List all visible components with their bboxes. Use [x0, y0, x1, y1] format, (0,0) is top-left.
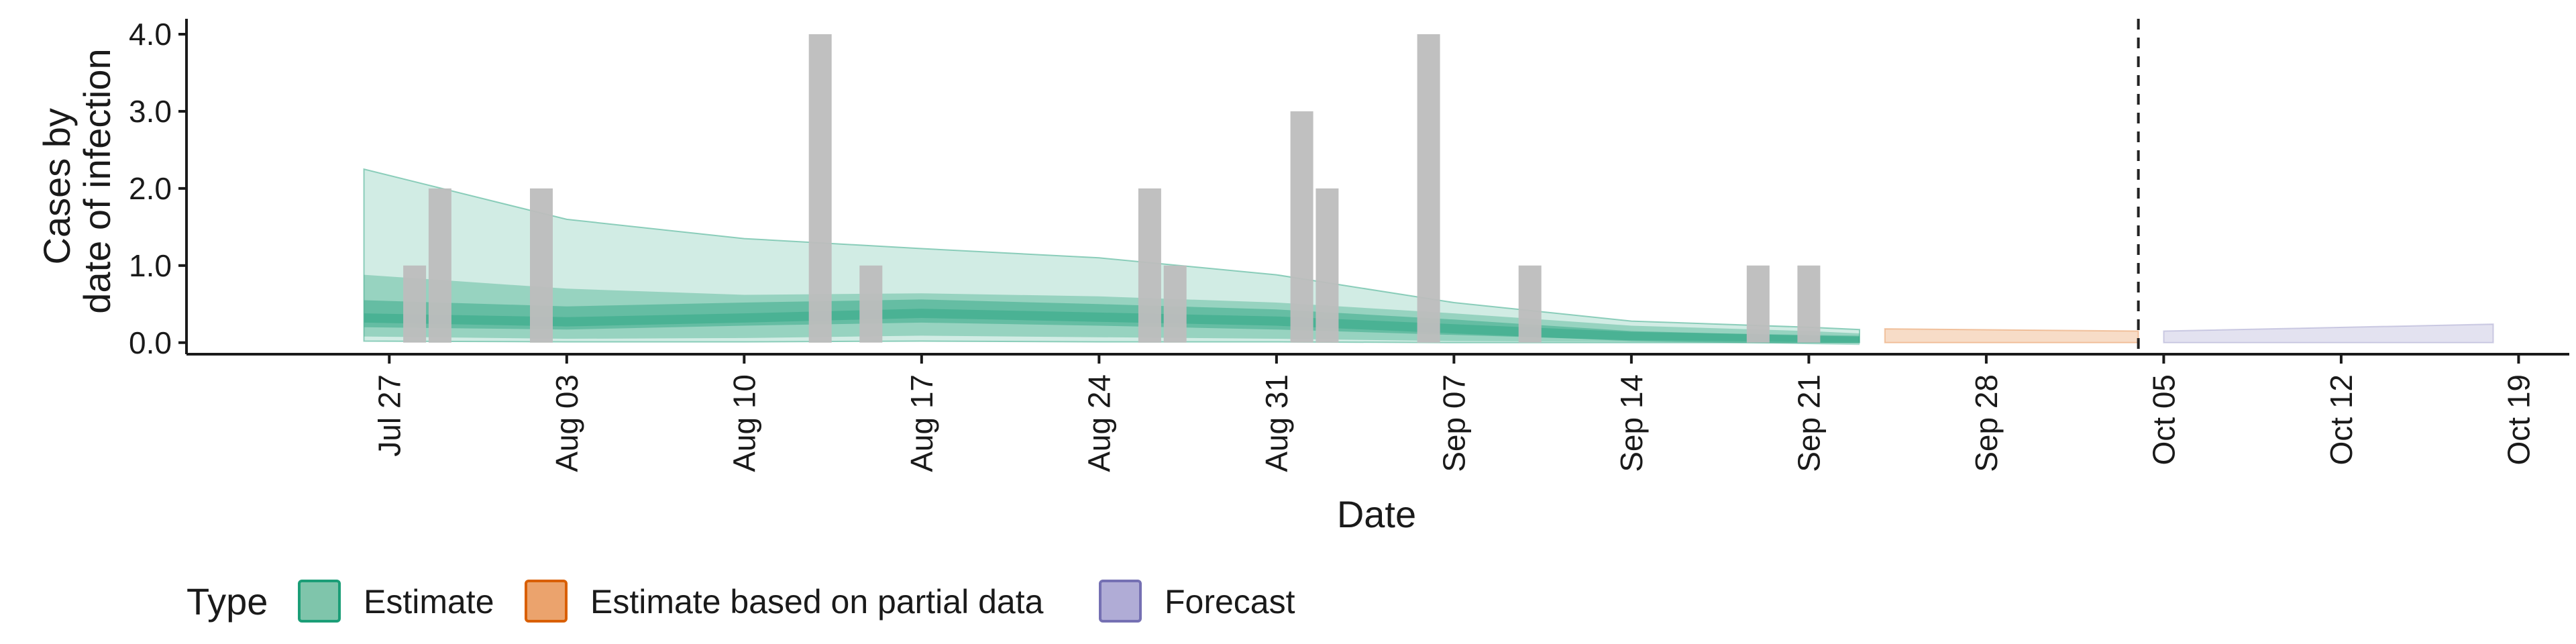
estimate-50-band [364, 299, 1860, 342]
case-bar [428, 188, 451, 343]
case-bar [1518, 265, 1542, 343]
x-tick-label: Oct 12 [2324, 374, 2359, 466]
case-bar [530, 188, 553, 343]
estimate-90-band [364, 274, 1860, 343]
case-bar [1316, 188, 1339, 343]
y-axis-ticks: 0.0 1.0 2.0 3.0 4.0 [129, 17, 186, 360]
legend-label: Estimate based on partial data [590, 583, 1044, 621]
x-tick-label: Oct 19 [2501, 374, 2536, 466]
estimate-bands [363, 168, 2494, 345]
estimate-median-band [364, 309, 1860, 345]
y-tick-label: 2.0 [129, 171, 172, 206]
x-axis-title: Date [1337, 493, 1416, 535]
x-tick-label: Sep 21 [1791, 374, 1826, 472]
x-tick-label: Aug 17 [904, 374, 939, 472]
legend-swatch [525, 580, 568, 623]
legend-swatch [298, 580, 341, 623]
y-tick-label: 3.0 [129, 94, 172, 129]
case-bar [808, 34, 832, 343]
case-bar [1417, 34, 1440, 343]
case-bar [1138, 188, 1161, 343]
y-axis-title-line-1: Cases by [36, 108, 78, 264]
x-tick-label: Aug 10 [727, 374, 761, 472]
y-tick-label: 0.0 [129, 325, 172, 360]
observed-case-bars [403, 34, 1821, 343]
y-tick-label: 4.0 [129, 17, 172, 52]
x-tick-label: Aug 31 [1259, 374, 1294, 472]
x-tick-label: Sep 07 [1436, 374, 1471, 472]
case-bar [403, 265, 427, 343]
legend-item: Estimate [298, 580, 494, 623]
axes: 0.0 1.0 2.0 3.0 4.0 Jul 27 Aug 03 Aug 10 Aug 17… [129, 17, 2569, 472]
legend: Type Estimate Estimate based on partial d… [186, 580, 1295, 623]
case-bar [1290, 111, 1313, 343]
legend-item: Forecast [1099, 580, 1295, 623]
x-tick-label: Sep 14 [1614, 374, 1649, 472]
legend-label: Estimate [364, 583, 494, 621]
x-tick-label: Sep 28 [1969, 374, 2004, 472]
x-axis-ticks: Jul 27 Aug 03 Aug 10 Aug 17 Aug 24 Aug 31 Sep … [372, 354, 2536, 472]
legend-item: Estimate based on partial data [525, 580, 1044, 623]
x-tick-label: Jul 27 [372, 374, 407, 457]
y-axis-title: Cases by date of infection [36, 48, 118, 313]
x-tick-label: Aug 03 [549, 374, 584, 472]
case-bar [1797, 265, 1821, 343]
y-tick-label: 1.0 [129, 248, 172, 283]
legend-title: Type [186, 580, 268, 623]
legend-items: Estimate Estimate based on partial data Fo… [298, 580, 1295, 623]
partial-estimate-band [1884, 328, 2139, 343]
x-tick-label: Aug 24 [1081, 374, 1116, 472]
estimate-outer-band [363, 168, 1860, 343]
y-axis-title-line-2: date of infection [76, 48, 118, 313]
legend-label: Forecast [1165, 583, 1295, 621]
legend-swatch [1099, 580, 1142, 623]
case-bar [1746, 265, 1770, 343]
x-tick-label: Oct 05 [2146, 374, 2181, 466]
case-bar [1163, 265, 1187, 343]
forecast-band [2163, 323, 2494, 343]
case-bar [859, 265, 883, 343]
